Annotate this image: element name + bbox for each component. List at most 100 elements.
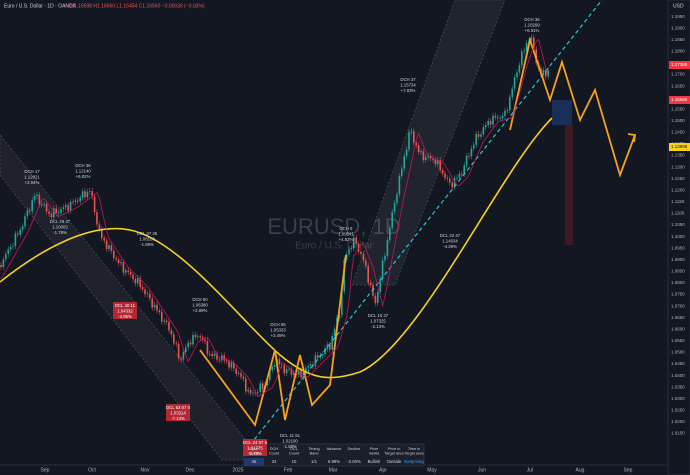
candle-body — [362, 253, 365, 261]
candle-body — [494, 115, 497, 118]
price-label: 1.1950 — [671, 14, 685, 19]
candle-body — [439, 159, 441, 170]
candle-body — [12, 246, 14, 247]
candle-body — [137, 278, 139, 284]
candle-body — [60, 208, 62, 213]
candle-body — [331, 335, 333, 350]
price-label: 1.0150 — [671, 431, 685, 436]
annotation-text: -1.88% — [283, 444, 297, 449]
table-cell: 10 — [292, 459, 297, 464]
price-label: 1.0250 — [671, 408, 685, 413]
candle-body — [201, 337, 204, 340]
candle-body — [401, 168, 403, 176]
candle-body — [408, 132, 410, 150]
price-label: 1.0200 — [671, 419, 685, 424]
price-label: 1.0650 — [671, 315, 685, 320]
candle-body — [391, 211, 393, 228]
price-label: 1.1200 — [671, 187, 685, 192]
candle-body — [247, 390, 249, 392]
projection-past — [199, 254, 347, 428]
candle-body — [158, 310, 161, 312]
candle-body — [261, 383, 264, 390]
table-header: Timing Band — [308, 447, 319, 456]
candle-body — [216, 353, 218, 360]
candle-body — [324, 348, 326, 355]
candle-body — [456, 177, 458, 179]
table-header: DCH Count — [269, 447, 280, 456]
candle-body — [7, 249, 9, 254]
price-label: 1.1050 — [671, 222, 685, 227]
price-label: 1.1300 — [671, 164, 685, 169]
candle-body — [386, 240, 389, 256]
candle-body — [396, 194, 398, 203]
candle-body — [309, 364, 312, 367]
candle-body — [38, 194, 41, 205]
candle-body — [367, 265, 369, 283]
time-label: May — [427, 467, 437, 473]
candle-body — [477, 133, 480, 137]
candle-body — [278, 359, 281, 365]
annotation-text: 1.01775 — [247, 446, 263, 451]
annotation-text: DCH 50 — [192, 297, 208, 302]
candle-body — [194, 334, 197, 338]
candle-body — [473, 144, 475, 149]
currency: USD — [673, 3, 684, 9]
trend-line — [249, 0, 603, 446]
candle-body — [110, 245, 113, 251]
candle-body — [357, 243, 360, 252]
annotation-text: -4.39% — [443, 244, 457, 249]
candle-body — [434, 159, 437, 165]
candle-body — [182, 352, 185, 360]
annotation-text: 1.15734 — [400, 83, 416, 88]
candle-body — [211, 353, 213, 357]
price-label: 1.0450 — [671, 361, 685, 366]
candle-body — [533, 37, 535, 50]
candle-body — [245, 378, 247, 392]
annotation-text: -7.13% — [171, 416, 185, 421]
target-box-blue — [552, 100, 572, 125]
candle-body — [74, 200, 77, 203]
candle-body — [122, 262, 125, 273]
candle-body — [480, 134, 482, 137]
candle-body — [326, 344, 329, 349]
candle-body — [77, 200, 79, 202]
candle-body — [521, 51, 523, 66]
annotation-text: DCH 65 — [270, 322, 286, 327]
candle-body — [17, 233, 19, 235]
target-box-red — [565, 125, 573, 245]
candle-body — [105, 240, 108, 249]
candle-body — [168, 321, 170, 331]
candle-body — [141, 286, 144, 290]
candle-body — [209, 353, 211, 355]
price-label: 1.1550 — [671, 106, 685, 111]
candle-body — [259, 383, 261, 392]
candle-body — [146, 293, 149, 295]
price-tag — [669, 61, 690, 69]
candle-body — [165, 320, 168, 322]
annotation-text: DCL 16 37 — [368, 313, 389, 318]
candle-body — [465, 155, 468, 166]
price-label: 1.0600 — [671, 326, 685, 331]
time-label: Sep — [41, 467, 50, 473]
candle-body — [180, 358, 182, 360]
annotation-text: 1.10003 — [52, 225, 68, 230]
candle-body — [453, 178, 456, 188]
candle-body — [53, 208, 55, 218]
candle-body — [410, 131, 413, 133]
annotation-text: 1.14034 — [442, 239, 458, 244]
price-label: 1.0800 — [671, 280, 685, 285]
candle-body — [513, 77, 516, 89]
candle-body — [525, 43, 528, 51]
annotation-text: DCL 37 35 — [137, 231, 158, 236]
annotation-text: +6.82% — [76, 174, 91, 179]
candle-body — [177, 343, 180, 359]
annotation-text: DCH 17 — [24, 169, 40, 174]
candle-body — [413, 131, 415, 143]
candle-body — [19, 229, 21, 235]
price-label: 1.1850 — [671, 37, 685, 42]
candle-body — [213, 353, 216, 357]
candle-body — [62, 207, 65, 209]
candle-body — [283, 365, 285, 374]
candle-body — [79, 197, 81, 202]
